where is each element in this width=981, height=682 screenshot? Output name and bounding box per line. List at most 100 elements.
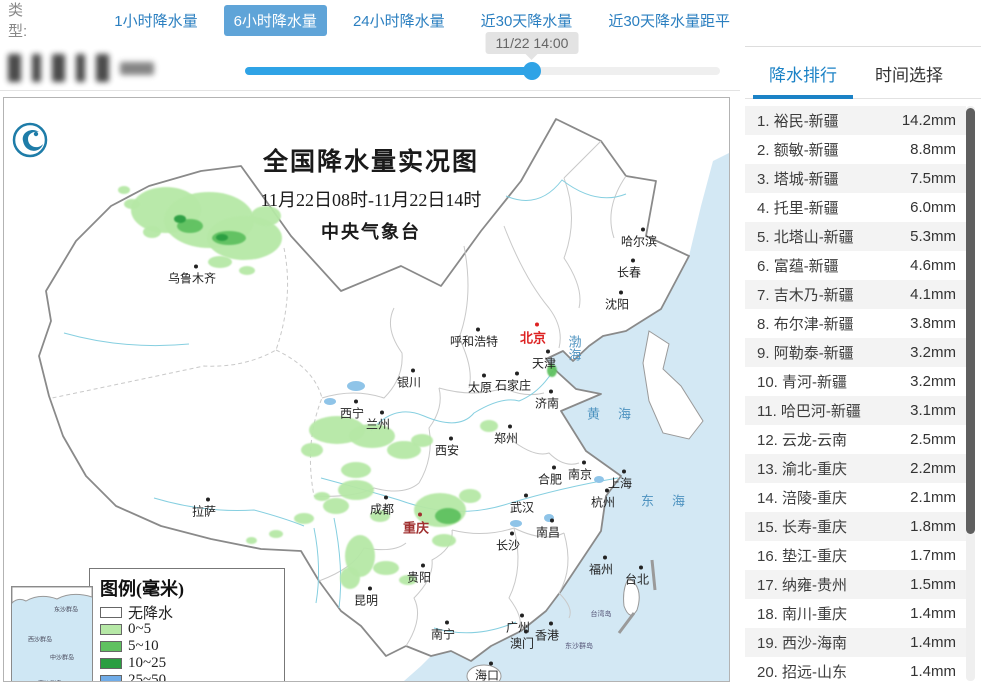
- ranking-value: 1.5mm: [910, 576, 956, 593]
- inset-coast: [12, 587, 92, 607]
- type-tab[interactable]: 6小时降水量: [224, 5, 327, 36]
- type-toolbar: 类型: 1小时降水量 6小时降水量 24小时降水量 近30天降水量 近30天降水…: [0, 0, 740, 40]
- city-label: 杭州: [591, 496, 615, 510]
- ranking-panel: 降水排行 时间选择 1. 裕民-新疆 14.2mm 2. 额敏-新疆 8.8mm…: [745, 46, 981, 681]
- city-label: 台北: [625, 573, 649, 587]
- city-dot: [550, 519, 554, 523]
- ranking-row: 3. 塔城-新疆 7.5mm: [745, 164, 966, 193]
- city-marker: 重庆: [403, 518, 429, 537]
- precip-blob: [239, 266, 255, 275]
- city-marker: 长沙: [496, 537, 520, 554]
- ranking-station: 3. 塔城-新疆: [757, 168, 839, 189]
- panel-tab[interactable]: 时间选择: [869, 60, 949, 98]
- type-tab[interactable]: 近30天降水量距平: [598, 5, 740, 36]
- legend-swatch: [100, 624, 122, 635]
- scrollbar-thumb[interactable]: [966, 108, 975, 534]
- city-marker: 天津: [532, 355, 556, 372]
- ranking-station: 10. 青河-新疆: [757, 371, 847, 392]
- ranking-row: 20. 招远-山东 1.4mm: [745, 657, 966, 681]
- city-marker: 贵阳: [407, 569, 431, 586]
- city-marker: 哈尔滨: [621, 233, 657, 250]
- ranking-row: 11. 哈巴河-新疆 3.1mm: [745, 396, 966, 425]
- ranking-value: 1.7mm: [910, 547, 956, 564]
- ranking-value: 8.8mm: [910, 141, 956, 158]
- city-marker: 兰州: [366, 416, 390, 433]
- ranking-station: 19. 西沙-海南: [757, 632, 847, 653]
- legend-row: 10~25: [100, 655, 284, 672]
- city-dot: [603, 556, 607, 560]
- city-label: 福州: [589, 563, 613, 577]
- ranking-value: 1.4mm: [910, 663, 956, 680]
- type-tab[interactable]: 近30天降水量: [471, 5, 583, 36]
- lake: [347, 381, 365, 391]
- city-dot: [546, 350, 550, 354]
- precip-blob: [301, 443, 323, 457]
- city-marker: 武汉: [510, 499, 534, 516]
- city-dot: [535, 323, 539, 327]
- city-label: 天津: [532, 357, 556, 371]
- city-marker: 呼和浩特: [450, 333, 498, 350]
- precip-blob: [124, 199, 140, 209]
- island-label: 台湾岛: [591, 609, 612, 619]
- city-dot: [449, 437, 453, 441]
- ranking-station: 20. 招远-山东: [757, 661, 847, 681]
- legend-row: 无降水: [100, 604, 284, 621]
- city-label: 南昌: [536, 526, 560, 540]
- city-label: 贵阳: [407, 571, 431, 585]
- slider-time-tooltip: 11/22 14:00: [486, 32, 579, 54]
- ranking-row: 1. 裕民-新疆 14.2mm: [745, 106, 966, 135]
- ranking-row: 5. 北塔山-新疆 5.3mm: [745, 222, 966, 251]
- precip-blob: [118, 186, 130, 194]
- time-slider-handle[interactable]: [523, 62, 541, 80]
- map-agency: 中央气象台: [261, 218, 482, 244]
- ranking-list: 1. 裕民-新疆 14.2mm 2. 额敏-新疆 8.8mm 3. 塔城-新疆 …: [745, 106, 966, 681]
- city-marker: 成都: [370, 501, 394, 518]
- city-marker: 沈阳: [605, 296, 629, 313]
- inset-island-label: 南沙群岛: [38, 679, 62, 682]
- city-marker: 长春: [617, 264, 641, 281]
- city-label: 南宁: [431, 628, 455, 642]
- panel-tab-list: 降水排行 时间选择: [745, 47, 981, 99]
- sea-label: 东海: [641, 491, 703, 510]
- map-subtitle: 11月22日08时-11月22日14时: [261, 186, 482, 212]
- city-dot: [418, 513, 422, 517]
- city-dot: [524, 494, 528, 498]
- ranking-row: 16. 垫江-重庆 1.7mm: [745, 541, 966, 570]
- lake: [324, 398, 336, 405]
- time-slider[interactable]: [245, 67, 720, 75]
- city-marker: 银川: [397, 374, 421, 391]
- legend-label: 无降水: [128, 602, 173, 623]
- inset-island-label: 西沙群岛: [28, 635, 52, 644]
- city-marker: 乌鲁木齐: [168, 270, 216, 287]
- south-china-sea-inset: 东沙群岛西沙群岛中沙群岛南沙群岛: [11, 586, 93, 682]
- ranking-station: 15. 长寿-重庆: [757, 516, 847, 537]
- precip-blob: [143, 226, 161, 238]
- legend-row: 25~50: [100, 672, 284, 682]
- city-dot: [605, 489, 609, 493]
- lake: [594, 476, 604, 483]
- ranking-row: 17. 纳雍-贵州 1.5mm: [745, 570, 966, 599]
- island-label: 东沙群岛: [565, 641, 593, 651]
- ranking-row: 6. 富蕴-新疆 4.6mm: [745, 251, 966, 280]
- city-label: 长沙: [496, 539, 520, 553]
- city-marker: 石家庄: [495, 377, 531, 394]
- precip-blob: [174, 215, 186, 223]
- ranking-value: 4.6mm: [910, 257, 956, 274]
- type-tab[interactable]: 1小时降水量: [104, 5, 207, 36]
- ranking-value: 2.5mm: [910, 431, 956, 448]
- legend-title: 图例(毫米): [100, 575, 284, 601]
- panel-tab[interactable]: 降水排行: [763, 60, 843, 98]
- legend-swatch: [100, 641, 122, 652]
- scrollbar-track[interactable]: [966, 106, 975, 681]
- ranking-row: 4. 托里-新疆 6.0mm: [745, 193, 966, 222]
- city-dot: [508, 425, 512, 429]
- city-label: 澳门: [510, 637, 534, 651]
- type-tab[interactable]: 24小时降水量: [343, 5, 455, 36]
- city-label: 重庆: [403, 521, 429, 536]
- city-marker: 拉萨: [192, 503, 216, 520]
- precip-blob: [459, 489, 481, 503]
- legend-label: 25~50: [128, 672, 166, 682]
- ranking-station: 4. 托里-新疆: [757, 197, 839, 218]
- ranking-station: 9. 阿勒泰-新疆: [757, 342, 854, 363]
- city-label: 石家庄: [495, 379, 531, 393]
